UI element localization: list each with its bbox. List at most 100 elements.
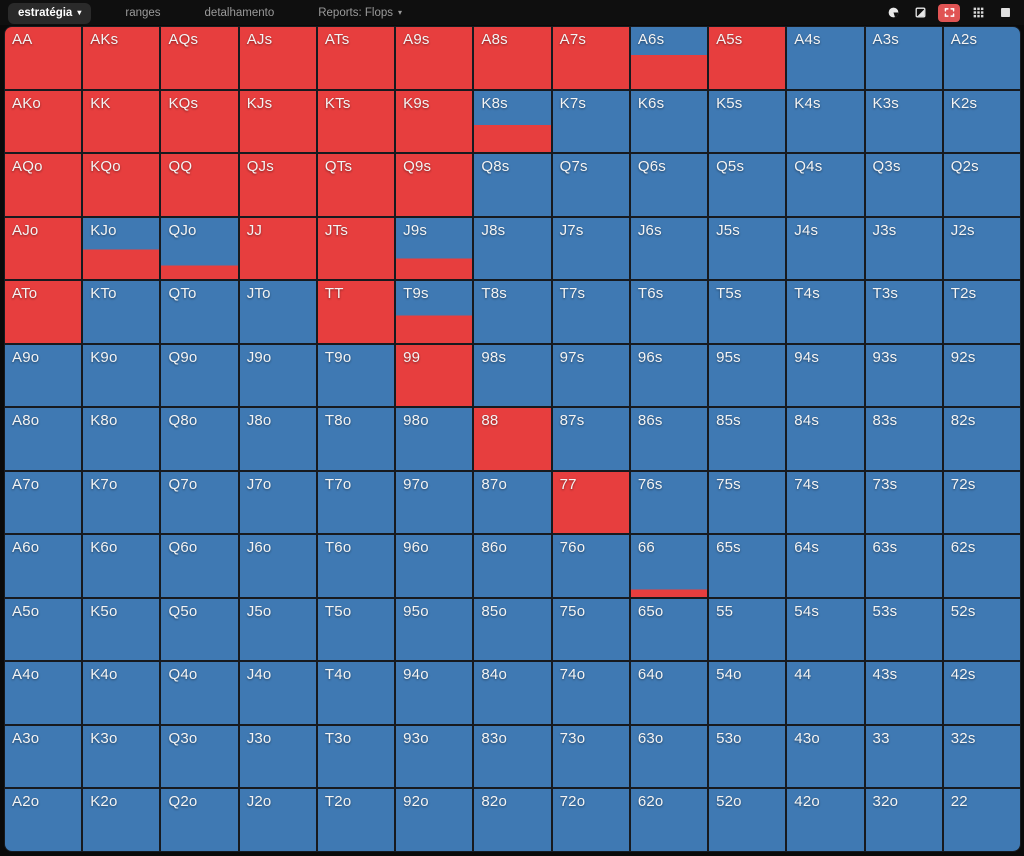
cell-T4o[interactable]: T4o xyxy=(317,662,395,724)
cell-ATo[interactable]: ATo xyxy=(5,281,82,343)
cell-A9o[interactable]: A9o xyxy=(5,344,82,407)
cell-AJo[interactable]: AJo xyxy=(5,217,82,280)
cell-A3o[interactable]: A3o xyxy=(5,725,82,788)
cell-99[interactable]: 99 xyxy=(396,344,473,407)
cell-74s[interactable]: 74s xyxy=(787,471,864,534)
cell-T4s[interactable]: T4s xyxy=(787,281,864,343)
cell-92o[interactable]: 92o xyxy=(396,789,473,851)
cell-T7o[interactable]: T7o xyxy=(317,471,395,534)
cell-T8s[interactable]: T8s xyxy=(474,281,551,343)
cell-66[interactable]: 66 xyxy=(630,535,708,597)
cell-42o[interactable]: 42o xyxy=(787,789,864,851)
cell-A4o[interactable]: A4o xyxy=(5,662,82,724)
cell-53o[interactable]: 53o xyxy=(709,725,786,788)
cell-T9s[interactable]: T9s xyxy=(396,281,473,343)
cell-72o[interactable]: 72o xyxy=(552,789,629,851)
cell-96s[interactable]: 96s xyxy=(630,344,708,407)
cell-T5o[interactable]: T5o xyxy=(317,598,395,661)
cell-Q7o[interactable]: Q7o xyxy=(161,471,238,534)
tab-detalhamento[interactable]: detalhamento xyxy=(195,3,285,24)
cell-KQs[interactable]: KQs xyxy=(161,90,238,153)
cell-KQo[interactable]: KQo xyxy=(83,154,160,216)
cell-K3o[interactable]: K3o xyxy=(83,725,160,788)
cell-T6s[interactable]: T6s xyxy=(630,281,708,343)
cell-A2o[interactable]: A2o xyxy=(5,789,82,851)
cell-A3s[interactable]: A3s xyxy=(865,27,942,89)
cell-AKs[interactable]: AKs xyxy=(83,27,160,89)
cell-82o[interactable]: 82o xyxy=(474,789,551,851)
cell-KJo[interactable]: KJo xyxy=(83,217,160,280)
cell-84o[interactable]: 84o xyxy=(474,662,551,724)
cell-32s[interactable]: 32s xyxy=(943,725,1020,788)
cell-Q6o[interactable]: Q6o xyxy=(161,535,238,597)
cell-K7s[interactable]: K7s xyxy=(552,90,629,153)
cell-96o[interactable]: 96o xyxy=(396,535,473,597)
cell-KJs[interactable]: KJs xyxy=(239,90,316,153)
cell-K9o[interactable]: K9o xyxy=(83,344,160,407)
cell-22[interactable]: 22 xyxy=(943,789,1020,851)
cell-54s[interactable]: 54s xyxy=(787,598,864,661)
cell-JJ[interactable]: JJ xyxy=(239,217,316,280)
cell-Q6s[interactable]: Q6s xyxy=(630,154,708,216)
cell-88[interactable]: 88 xyxy=(474,408,551,470)
cell-72s[interactable]: 72s xyxy=(943,471,1020,534)
cell-AJs[interactable]: AJs xyxy=(239,27,316,89)
contrast-circle-icon[interactable] xyxy=(884,4,902,22)
cell-Q8s[interactable]: Q8s xyxy=(474,154,551,216)
cell-K3s[interactable]: K3s xyxy=(865,90,942,153)
cell-94s[interactable]: 94s xyxy=(787,344,864,407)
cell-J8s[interactable]: J8s xyxy=(474,217,551,280)
cell-J9o[interactable]: J9o xyxy=(239,344,316,407)
cell-AKo[interactable]: AKo xyxy=(5,90,82,153)
cell-J3s[interactable]: J3s xyxy=(865,217,942,280)
cell-95o[interactable]: 95o xyxy=(396,598,473,661)
cell-98o[interactable]: 98o xyxy=(396,408,473,470)
cell-64s[interactable]: 64s xyxy=(787,535,864,597)
cell-Q2o[interactable]: Q2o xyxy=(161,789,238,851)
cell-J6s[interactable]: J6s xyxy=(630,217,708,280)
cell-76s[interactable]: 76s xyxy=(630,471,708,534)
cell-73o[interactable]: 73o xyxy=(552,725,629,788)
cell-95s[interactable]: 95s xyxy=(709,344,786,407)
cell-43o[interactable]: 43o xyxy=(787,725,864,788)
tab-estrategia[interactable]: estratégia ▾ xyxy=(8,2,92,24)
cell-Q3s[interactable]: Q3s xyxy=(865,154,942,216)
cell-32o[interactable]: 32o xyxy=(865,789,942,851)
cell-Q9o[interactable]: Q9o xyxy=(161,344,238,407)
cell-74o[interactable]: 74o xyxy=(552,662,629,724)
cell-77[interactable]: 77 xyxy=(552,471,629,534)
cell-KTs[interactable]: KTs xyxy=(317,90,395,153)
cell-AQs[interactable]: AQs xyxy=(161,27,238,89)
cell-A5o[interactable]: A5o xyxy=(5,598,82,661)
cell-J2s[interactable]: J2s xyxy=(943,217,1020,280)
cell-86o[interactable]: 86o xyxy=(474,535,551,597)
cell-Q3o[interactable]: Q3o xyxy=(161,725,238,788)
cell-44[interactable]: 44 xyxy=(787,662,864,724)
cell-ATs[interactable]: ATs xyxy=(317,27,395,89)
cell-J5s[interactable]: J5s xyxy=(709,217,786,280)
cell-JTs[interactable]: JTs xyxy=(317,217,395,280)
cell-63o[interactable]: 63o xyxy=(630,725,708,788)
cell-A7o[interactable]: A7o xyxy=(5,471,82,534)
cell-Q5o[interactable]: Q5o xyxy=(161,598,238,661)
cell-62s[interactable]: 62s xyxy=(943,535,1020,597)
cell-63s[interactable]: 63s xyxy=(865,535,942,597)
cell-Q4s[interactable]: Q4s xyxy=(787,154,864,216)
cell-K2o[interactable]: K2o xyxy=(83,789,160,851)
cell-T8o[interactable]: T8o xyxy=(317,408,395,470)
cell-94o[interactable]: 94o xyxy=(396,662,473,724)
cell-33[interactable]: 33 xyxy=(865,725,942,788)
cell-65s[interactable]: 65s xyxy=(709,535,786,597)
cell-A4s[interactable]: A4s xyxy=(787,27,864,89)
cell-T2o[interactable]: T2o xyxy=(317,789,395,851)
cell-AQo[interactable]: AQo xyxy=(5,154,82,216)
cell-T5s[interactable]: T5s xyxy=(709,281,786,343)
cell-A7s[interactable]: A7s xyxy=(552,27,629,89)
cell-J7s[interactable]: J7s xyxy=(552,217,629,280)
cell-K6o[interactable]: K6o xyxy=(83,535,160,597)
cell-Q8o[interactable]: Q8o xyxy=(161,408,238,470)
cell-K2s[interactable]: K2s xyxy=(943,90,1020,153)
cell-T3o[interactable]: T3o xyxy=(317,725,395,788)
cell-A8o[interactable]: A8o xyxy=(5,408,82,470)
filled-square-icon[interactable] xyxy=(996,4,1014,22)
